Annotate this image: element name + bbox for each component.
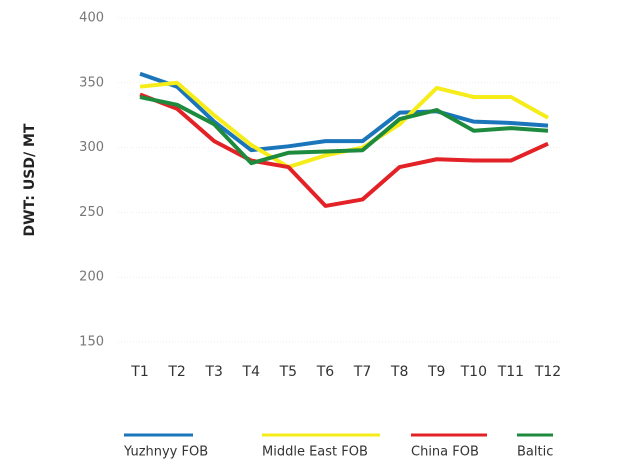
x-tick-label: T12 — [534, 364, 561, 380]
x-tick-label: T2 — [167, 364, 185, 380]
line — [139, 92, 549, 208]
x-tick-label: T4 — [242, 364, 261, 380]
x-tick-label: T10 — [460, 364, 487, 380]
line — [139, 95, 549, 166]
x-tick-label: T6 — [316, 364, 335, 380]
x-tick-label: T9 — [427, 364, 445, 380]
legend-label: Middle East FOB — [262, 445, 368, 460]
x-tick-label: T7 — [353, 364, 371, 380]
y-tick-label: 350 — [79, 75, 104, 90]
y-tick-label: 400 — [79, 11, 104, 26]
x-tick-label: T11 — [497, 364, 524, 380]
x-tick-label: T8 — [390, 364, 408, 380]
y-axis-label: DWT: USD/ MT — [22, 123, 38, 236]
y-tick-label: 300 — [79, 140, 104, 155]
x-tick-label: T1 — [130, 364, 148, 380]
x-tick-label: T5 — [279, 364, 297, 380]
x-tick-label: T3 — [204, 364, 222, 380]
y-tick-label: 250 — [79, 205, 104, 220]
legend-label: China FOB — [411, 445, 479, 460]
line — [139, 80, 549, 170]
legend-label: Baltic — [517, 445, 553, 460]
line — [139, 71, 549, 153]
legend-label: Yuzhnyy FOB — [123, 445, 208, 460]
y-tick-label: 150 — [79, 335, 104, 350]
y-tick-label: 200 — [79, 270, 104, 285]
